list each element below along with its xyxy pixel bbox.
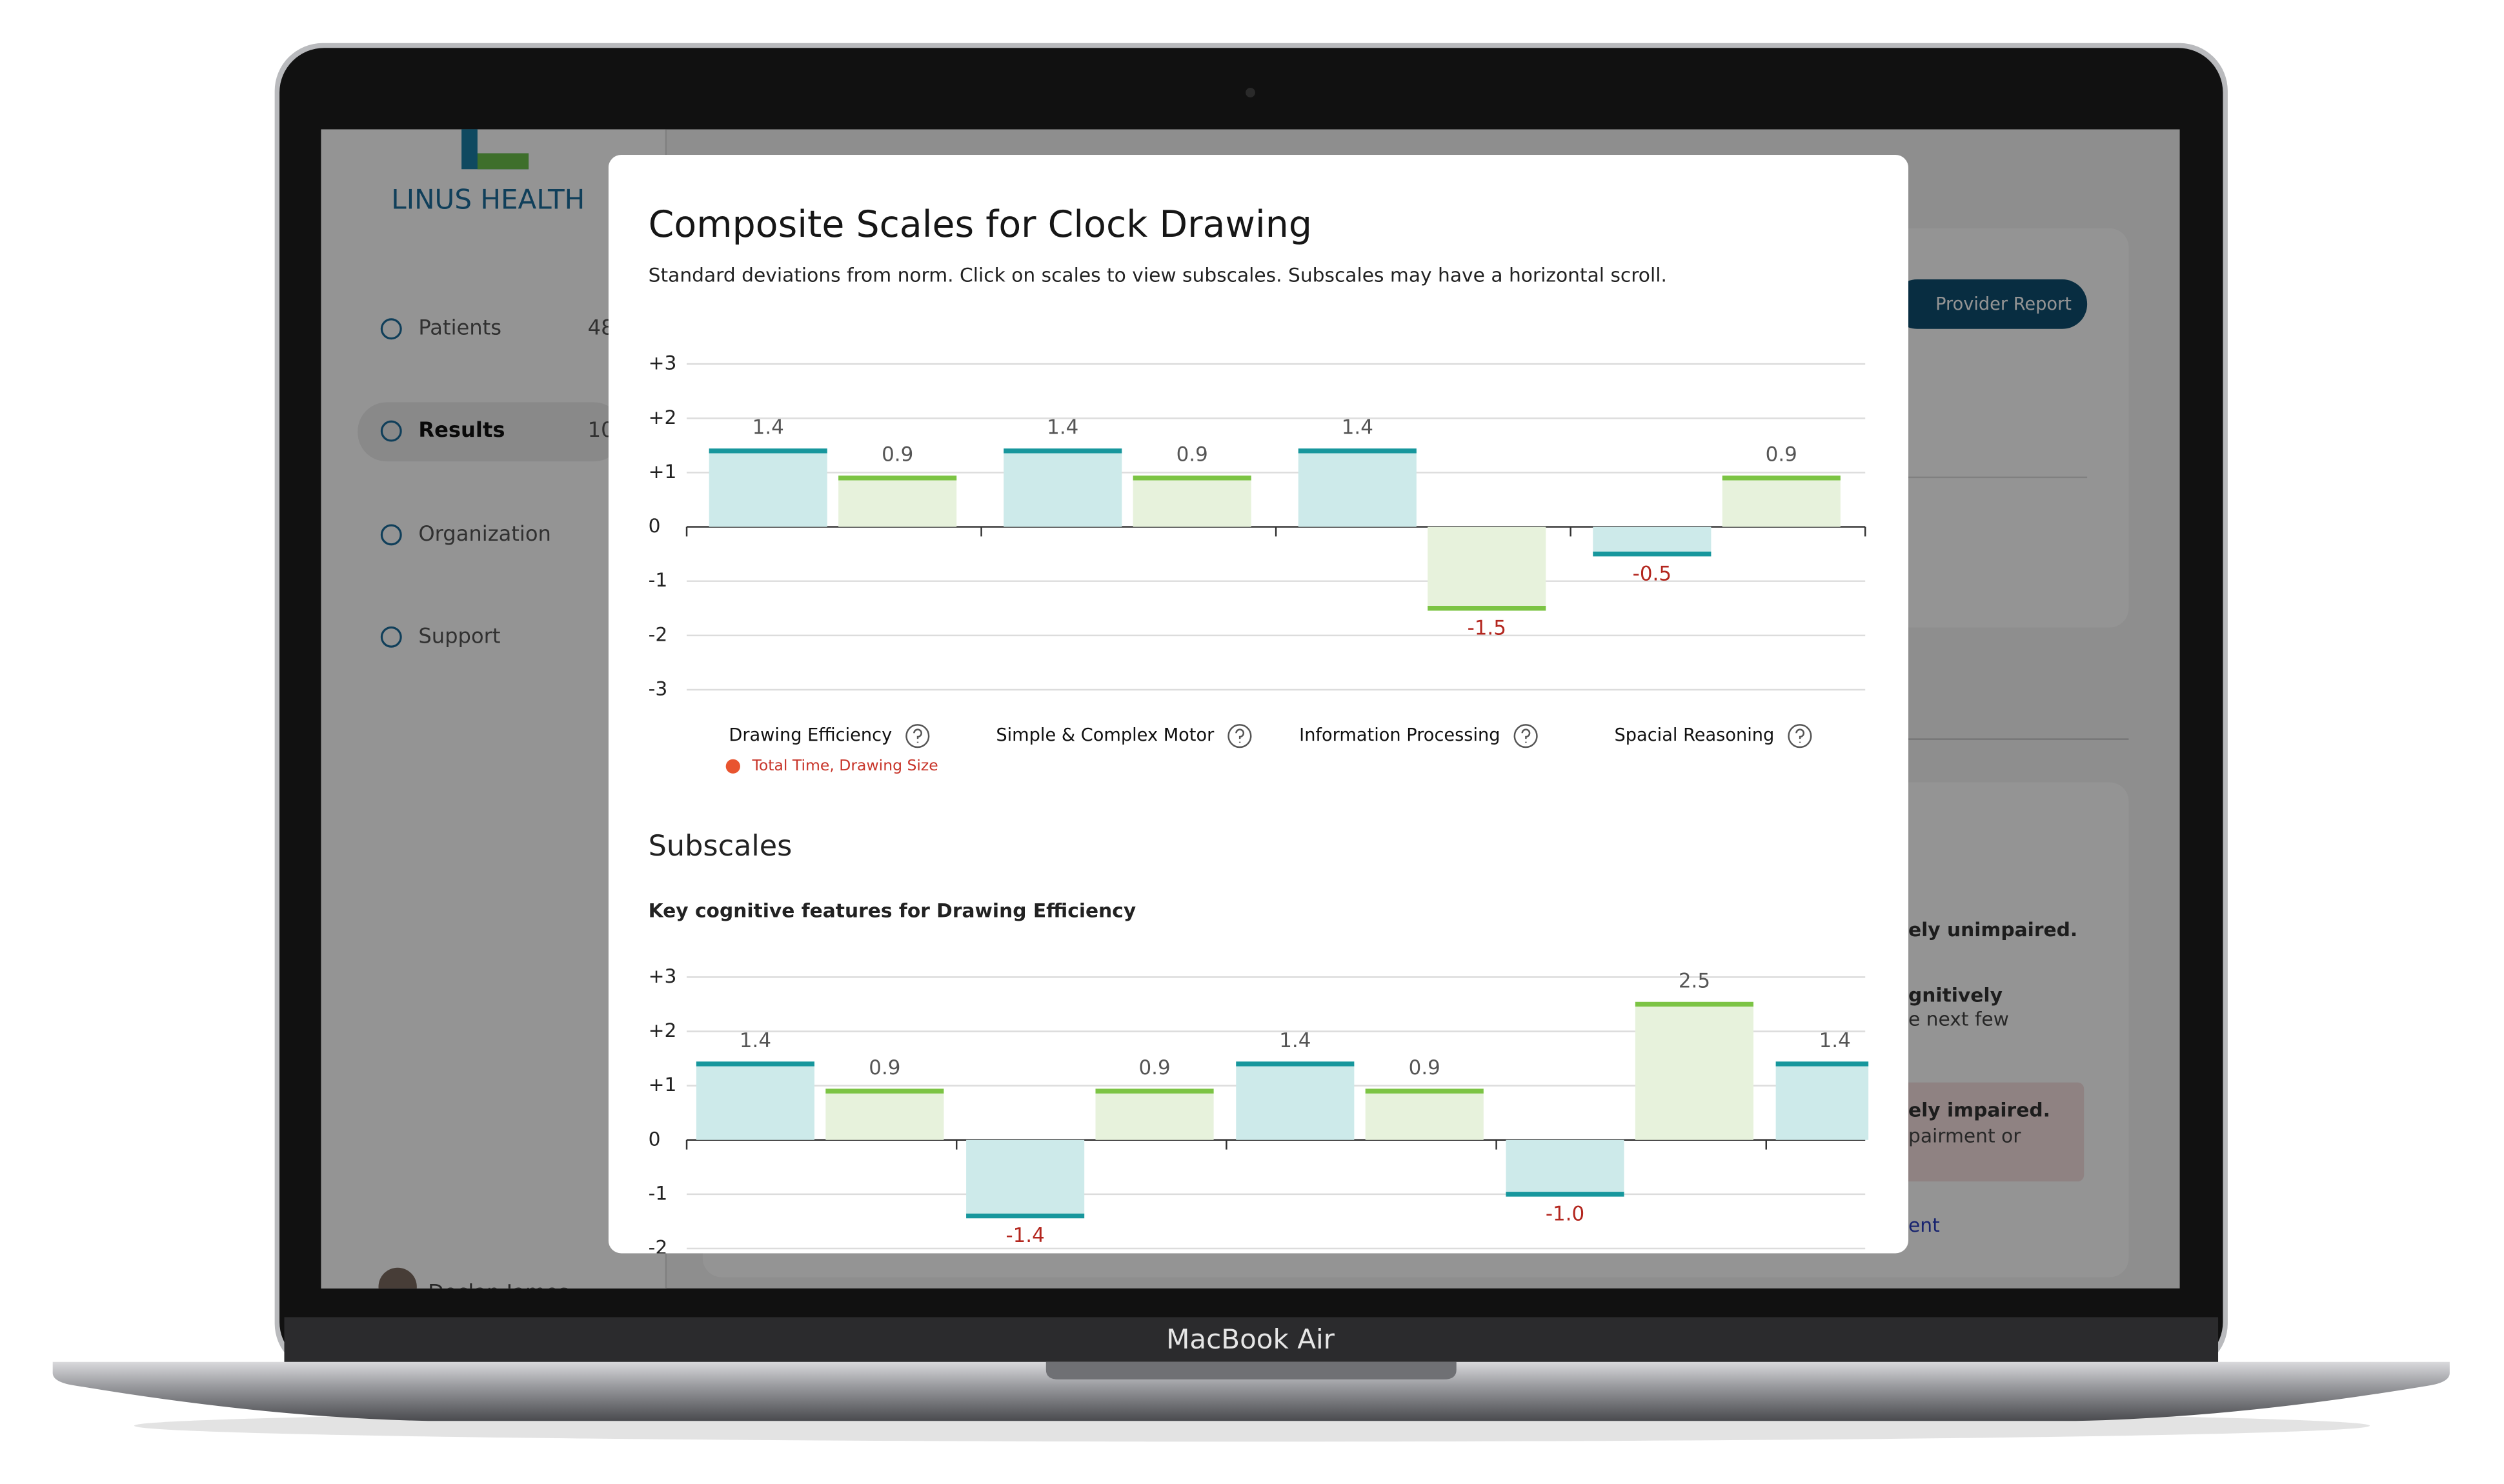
nav-label[interactable]: Results	[418, 417, 505, 442]
bg-link[interactable]: ent	[1908, 1214, 1940, 1237]
nav-icon	[380, 626, 402, 648]
bg-text: gnitively	[1908, 985, 2003, 1007]
value-label: 1.4	[1819, 1029, 1851, 1052]
bar[interactable]	[1635, 1004, 1753, 1140]
nav-icon	[380, 420, 402, 442]
bar[interactable]	[1236, 1063, 1355, 1140]
bar[interactable]	[1133, 477, 1251, 527]
help-glyph[interactable]	[1795, 728, 1805, 743]
bar[interactable]	[1775, 1063, 1894, 1140]
help-icon[interactable]	[1227, 724, 1252, 748]
bar[interactable]	[1095, 1091, 1214, 1140]
y-tick-label: +3	[649, 965, 677, 988]
button-label[interactable]: Provider Report	[1935, 294, 2072, 314]
help-icon[interactable]	[1513, 724, 1538, 748]
sidebar	[321, 129, 666, 1288]
y-tick-label: 0	[649, 1128, 661, 1150]
brand: LINUS HEALTH	[391, 183, 585, 215]
nav-icon	[380, 524, 402, 546]
y-tick-label: -2	[649, 623, 668, 646]
logo-accent	[477, 153, 529, 170]
value-label: 0.9	[1176, 443, 1208, 466]
composite-chart[interactable]: +3 +2 +1 0 -1 -2 -3 1.4 1.4 1.4 -0.5 0.9 0.9 -1.5 0.9 D…	[649, 352, 1866, 775]
bg-text: ely unimpaired.	[1908, 919, 2077, 941]
bg-text: pairment or	[1908, 1125, 2021, 1147]
subscale-chart: +3 +2 +1 0 -1 -2 1.4 -1.4 1.4 -1.0 1.4 0.9 0.9 0.9 2.5	[649, 965, 1894, 1259]
y-tick-label: -3	[649, 677, 668, 700]
value-label: 0.9	[882, 443, 913, 466]
bar[interactable]	[825, 1091, 944, 1140]
bar[interactable]	[1722, 477, 1841, 527]
camera	[1246, 88, 1255, 97]
nav-active	[358, 402, 623, 462]
bar[interactable]	[966, 1139, 1085, 1216]
modal: Composite Scales for Clock Drawing Stand…	[608, 155, 1908, 1259]
laptop-base	[52, 1361, 2450, 1421]
y-tick-label: -1	[649, 1182, 668, 1205]
value-label: -1.4	[1005, 1224, 1044, 1247]
help-icon[interactable]	[1788, 724, 1812, 748]
x-tick-label[interactable]: Spacial Reasoning	[1614, 725, 1774, 745]
bezel-chin	[284, 1317, 2219, 1365]
value-label: 0.9	[869, 1056, 900, 1079]
notch	[1045, 1361, 1457, 1379]
help-glyph[interactable]	[913, 728, 922, 743]
section-title: Subscales	[649, 829, 793, 863]
value-label: 0.9	[1409, 1056, 1440, 1079]
y-tick-label: +1	[649, 461, 677, 483]
value-label: 1.4	[1279, 1029, 1311, 1052]
value-label: -1.0	[1546, 1203, 1584, 1226]
value-label: 1.4	[752, 416, 784, 439]
avatar	[378, 1267, 417, 1288]
bar[interactable]	[1298, 450, 1417, 527]
y-tick-label: -2	[649, 1237, 668, 1259]
value-label: 1.4	[1047, 416, 1078, 439]
y-tick-label: +2	[649, 406, 677, 429]
annotation-dot	[725, 759, 740, 774]
bar[interactable]	[709, 450, 827, 527]
modal-title: Composite Scales for Clock Drawing	[649, 203, 1312, 246]
annotation: Total Time, Drawing Size	[751, 756, 938, 774]
help-glyph[interactable]	[1235, 728, 1245, 743]
modal-subtitle: Standard deviations from norm. Click on …	[649, 265, 1667, 287]
bar[interactable]	[838, 477, 957, 527]
y-tick-label: -1	[649, 569, 668, 592]
value-label: 0.9	[1138, 1056, 1170, 1079]
y-tick-label: +2	[649, 1019, 677, 1042]
nav-label[interactable]: Patients	[418, 316, 501, 340]
y-tick-label: +1	[649, 1074, 677, 1096]
user-name: Declan James	[428, 1279, 569, 1304]
bar[interactable]	[696, 1063, 815, 1140]
value-label: 0.9	[1766, 443, 1797, 466]
bar[interactable]	[1428, 526, 1546, 608]
nav-label[interactable]: Organization	[418, 521, 551, 546]
provider-report-button[interactable]	[1892, 279, 2088, 329]
bar[interactable]	[1593, 526, 1711, 554]
y-tick-label: 0	[649, 515, 661, 537]
device-label: MacBook Air	[1166, 1323, 1335, 1355]
help-glyph[interactable]	[1521, 728, 1531, 743]
x-tick-label[interactable]: Simple & Complex Motor	[996, 725, 1215, 745]
section-subtitle: Key cognitive features for Drawing Effic…	[649, 899, 1136, 922]
x-tick-label[interactable]: Information Processing	[1299, 725, 1500, 745]
bg-text: e next few	[1908, 1008, 2009, 1031]
value-label: 2.5	[1679, 969, 1710, 992]
nav-icon	[380, 318, 402, 340]
value-label: -0.5	[1633, 562, 1671, 585]
y-tick-label: +3	[649, 352, 677, 375]
value-label: -1.5	[1468, 616, 1506, 639]
value-label: 1.4	[1342, 416, 1373, 439]
x-tick-label[interactable]: Drawing Efficiency	[729, 725, 892, 745]
nav-label[interactable]: Support	[418, 623, 500, 648]
bg-text: ely impaired.	[1908, 1099, 2050, 1122]
bar[interactable]	[1004, 450, 1122, 527]
value-label: 1.4	[740, 1029, 771, 1052]
bar[interactable]	[1365, 1091, 1484, 1140]
bar[interactable]	[1506, 1139, 1624, 1194]
help-icon[interactable]	[905, 724, 930, 748]
alert-box	[1876, 1082, 2085, 1182]
